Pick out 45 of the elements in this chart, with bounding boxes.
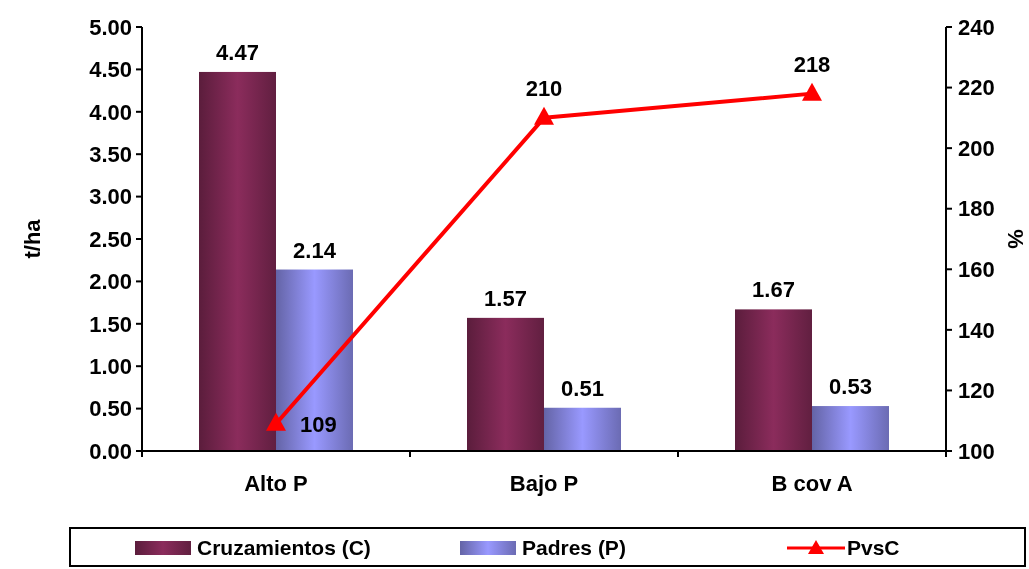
point <box>534 106 554 125</box>
data-label: 210 <box>525 75 563 101</box>
y2-tick-label: 100 <box>958 438 995 464</box>
data-label: 1.67 <box>752 277 795 303</box>
bar <box>467 317 544 451</box>
y2-tick-label: 180 <box>958 196 995 222</box>
x-tick-label: Bajo P <box>509 471 579 496</box>
point <box>802 82 822 101</box>
point <box>266 412 286 431</box>
bar <box>544 407 621 451</box>
y2-tick-label: 200 <box>958 135 995 161</box>
y-tick-label: 4.00 <box>89 99 132 125</box>
bar <box>812 406 889 451</box>
y2-axis-title: % <box>1003 229 1028 249</box>
legend-label: Padres (P) <box>522 536 626 560</box>
y2-tick-label: 120 <box>958 378 995 404</box>
bar <box>735 309 812 451</box>
y-tick-label: 2.50 <box>89 226 132 252</box>
y-tick-label: 1.00 <box>89 353 132 379</box>
y-axis-title: t/ha <box>20 218 45 259</box>
legend-label: Cruzamientos (C) <box>197 536 371 560</box>
x-tick-label: B cov A <box>771 471 853 496</box>
data-label: 2.14 <box>293 237 337 263</box>
y2-tick-label: 240 <box>958 14 995 40</box>
data-label: 4.47 <box>216 39 259 65</box>
data-label: 0.53 <box>829 374 872 400</box>
legend-label: PvsC <box>847 536 900 560</box>
y-tick-label: 1.50 <box>89 311 132 337</box>
y-tick-label: 5.00 <box>89 14 132 40</box>
y2-tick-label: 140 <box>958 317 995 343</box>
y-tick-label: 3.00 <box>89 184 132 210</box>
data-label: 218 <box>793 51 831 77</box>
y-tick-label: 3.50 <box>89 141 132 167</box>
y-tick-label: 0.50 <box>89 396 132 422</box>
data-label: 109 <box>300 411 337 437</box>
bar <box>199 71 276 451</box>
data-label: 1.57 <box>484 285 527 311</box>
y-tick-label: 4.50 <box>89 57 132 83</box>
y2-tick-label: 160 <box>958 256 995 282</box>
y-tick-label: 2.00 <box>89 269 132 295</box>
bar <box>276 269 353 451</box>
data-label: 0.51 <box>561 375 604 401</box>
x-tick-label: Alto P <box>244 471 308 496</box>
y-tick-label: 0.00 <box>89 438 132 464</box>
y2-tick-label: 220 <box>958 75 995 101</box>
